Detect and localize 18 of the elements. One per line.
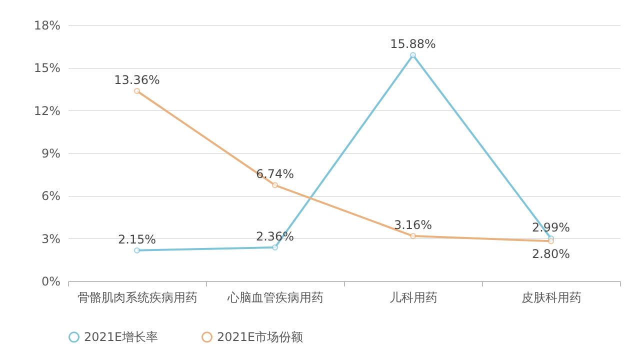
- y-tick-label: 3%: [41, 232, 60, 246]
- data-label: 2.15%: [118, 232, 156, 246]
- data-label: 2.80%: [532, 247, 570, 262]
- data-label: 3.16%: [394, 218, 432, 232]
- data-label: 15.88%: [390, 37, 436, 52]
- x-tick-label: 骨骼肌肉系统疾病用药: [78, 290, 198, 304]
- y-tick-label: 6%: [41, 189, 60, 204]
- y-tick-label: 12%: [34, 104, 60, 118]
- y-tick-label: 15%: [34, 61, 60, 76]
- x-tick-label: 儿科用药: [390, 290, 438, 304]
- x-tick-label: 心脑血管疾病用药: [226, 290, 324, 304]
- y-tick-label: 9%: [41, 146, 60, 160]
- data-label: 13.36%: [114, 72, 160, 87]
- legend-label: 2021E市场份额: [217, 330, 304, 344]
- legend-label: 2021E增长率: [84, 330, 158, 344]
- y-tick-label: 0%: [41, 274, 60, 288]
- y-tick-label: 18%: [34, 18, 60, 32]
- x-tick-label: 皮肤科用药: [522, 290, 582, 304]
